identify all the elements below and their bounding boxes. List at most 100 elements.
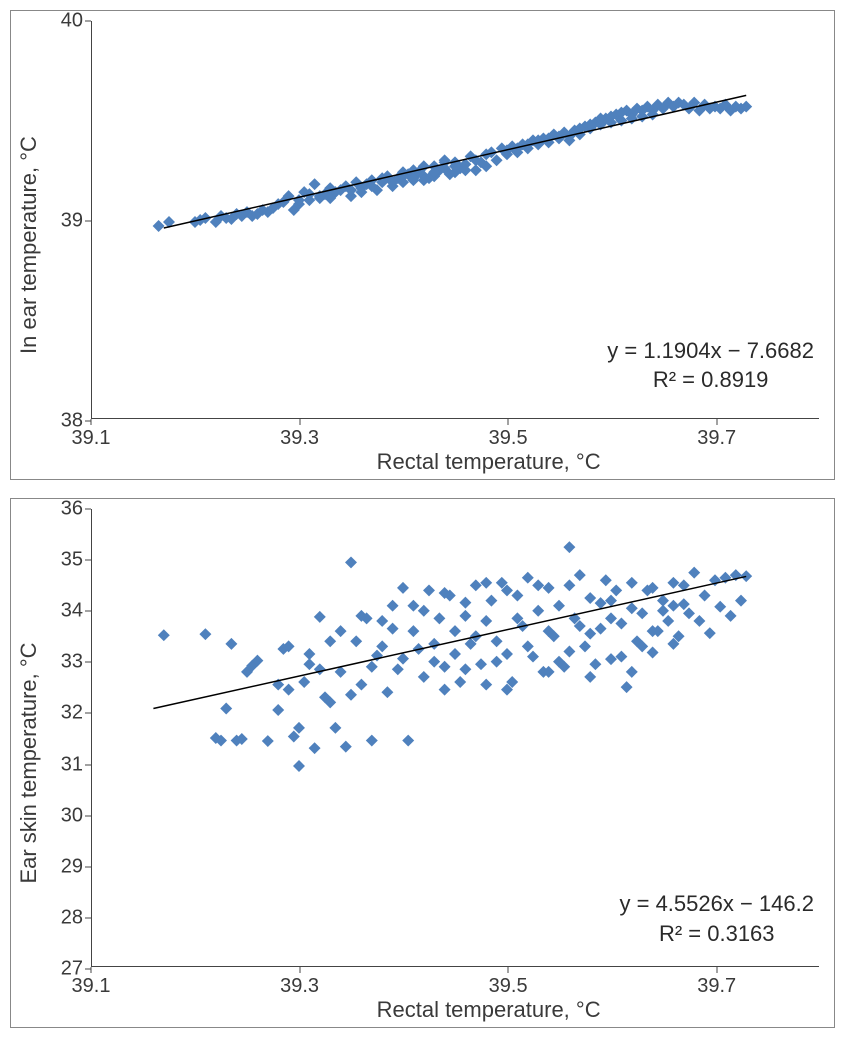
data-point bbox=[392, 663, 404, 675]
data-point bbox=[667, 577, 679, 589]
data-point bbox=[584, 592, 596, 604]
data-point bbox=[298, 676, 310, 688]
data-point bbox=[220, 703, 232, 715]
x-tick-label: 39.1 bbox=[72, 975, 111, 998]
data-point bbox=[199, 628, 211, 640]
data-point bbox=[293, 760, 305, 772]
data-point bbox=[636, 607, 648, 619]
data-point bbox=[563, 541, 575, 553]
data-point bbox=[314, 663, 326, 675]
y-tick-label: 32 bbox=[61, 702, 83, 725]
data-point bbox=[314, 611, 326, 623]
data-point bbox=[407, 625, 419, 637]
data-point bbox=[376, 640, 388, 652]
data-point bbox=[309, 742, 321, 754]
data-point bbox=[480, 615, 492, 627]
data-point bbox=[610, 584, 622, 596]
data-point bbox=[615, 651, 627, 663]
x-tick-label: 39.3 bbox=[280, 427, 319, 450]
data-point bbox=[153, 220, 165, 232]
data-point bbox=[355, 679, 367, 691]
data-point bbox=[626, 602, 638, 614]
data-point bbox=[428, 638, 440, 650]
data-point bbox=[704, 627, 716, 639]
data-point bbox=[699, 590, 711, 602]
data-point bbox=[667, 600, 679, 612]
data-point bbox=[485, 595, 497, 607]
data-point bbox=[662, 615, 674, 627]
x-tick-label: 39.7 bbox=[697, 975, 736, 998]
equation-line-2: R² = 0.3163 bbox=[620, 919, 815, 949]
data-point bbox=[605, 595, 617, 607]
data-point bbox=[418, 671, 430, 683]
data-point bbox=[366, 735, 378, 747]
data-point bbox=[423, 584, 435, 596]
data-point bbox=[309, 178, 321, 190]
data-point bbox=[647, 647, 659, 659]
data-point bbox=[532, 605, 544, 617]
data-point bbox=[381, 686, 393, 698]
data-point bbox=[350, 635, 362, 647]
y-tick-label: 28 bbox=[61, 906, 83, 929]
data-point bbox=[657, 605, 669, 617]
data-point bbox=[740, 570, 752, 582]
trend-line bbox=[164, 95, 746, 228]
data-point bbox=[418, 605, 430, 617]
y-axis-label: In ear temperature, °C bbox=[16, 136, 42, 354]
data-point bbox=[584, 671, 596, 683]
y-tick-label: 34 bbox=[61, 600, 83, 623]
data-point bbox=[272, 704, 284, 716]
x-tick-label: 39.5 bbox=[489, 427, 528, 450]
chart-2: 2728293031323334353639.139.339.539.7Ear … bbox=[10, 498, 835, 1028]
data-point bbox=[553, 600, 565, 612]
data-point bbox=[725, 610, 737, 622]
data-point bbox=[303, 648, 315, 660]
data-point bbox=[563, 579, 575, 591]
data-point bbox=[439, 661, 451, 673]
equation-line-1: y = 4.5526x − 146.2 bbox=[620, 889, 815, 919]
y-tick-label: 29 bbox=[61, 855, 83, 878]
y-tick-label: 31 bbox=[61, 753, 83, 776]
data-point bbox=[158, 629, 170, 641]
equation-text: y = 1.1904x − 7.6682R² = 0.8919 bbox=[607, 336, 814, 395]
data-point bbox=[387, 600, 399, 612]
data-point bbox=[225, 638, 237, 650]
data-point bbox=[345, 689, 357, 701]
data-point bbox=[693, 615, 705, 627]
x-tick-label: 39.1 bbox=[72, 427, 111, 450]
data-point bbox=[621, 681, 633, 693]
data-point bbox=[397, 582, 409, 594]
data-point bbox=[491, 635, 503, 647]
data-point bbox=[407, 600, 419, 612]
data-point bbox=[366, 661, 378, 673]
x-tick-label: 39.7 bbox=[697, 427, 736, 450]
equation-text: y = 4.5526x − 146.2R² = 0.3163 bbox=[620, 889, 815, 948]
data-point bbox=[387, 623, 399, 635]
y-tick-label: 33 bbox=[61, 651, 83, 674]
data-point bbox=[527, 651, 539, 663]
data-point bbox=[470, 579, 482, 591]
data-point bbox=[589, 658, 601, 670]
data-point bbox=[376, 615, 388, 627]
data-point bbox=[574, 569, 586, 581]
data-point bbox=[335, 625, 347, 637]
data-point bbox=[511, 590, 523, 602]
data-point bbox=[615, 618, 627, 630]
x-axis-label: Rectal temperature, °C bbox=[377, 449, 601, 475]
data-point bbox=[543, 582, 555, 594]
data-point bbox=[735, 595, 747, 607]
data-point bbox=[459, 610, 471, 622]
equation-line-1: y = 1.1904x − 7.6682 bbox=[607, 336, 814, 366]
data-point bbox=[402, 735, 414, 747]
data-point bbox=[605, 653, 617, 665]
data-point bbox=[491, 656, 503, 668]
data-point bbox=[688, 567, 700, 579]
data-point bbox=[449, 625, 461, 637]
y-tick-label: 35 bbox=[61, 549, 83, 572]
data-point bbox=[584, 628, 596, 640]
data-point bbox=[439, 684, 451, 696]
y-tick-label: 30 bbox=[61, 804, 83, 827]
data-point bbox=[324, 635, 336, 647]
data-point bbox=[480, 577, 492, 589]
data-point bbox=[433, 612, 445, 624]
